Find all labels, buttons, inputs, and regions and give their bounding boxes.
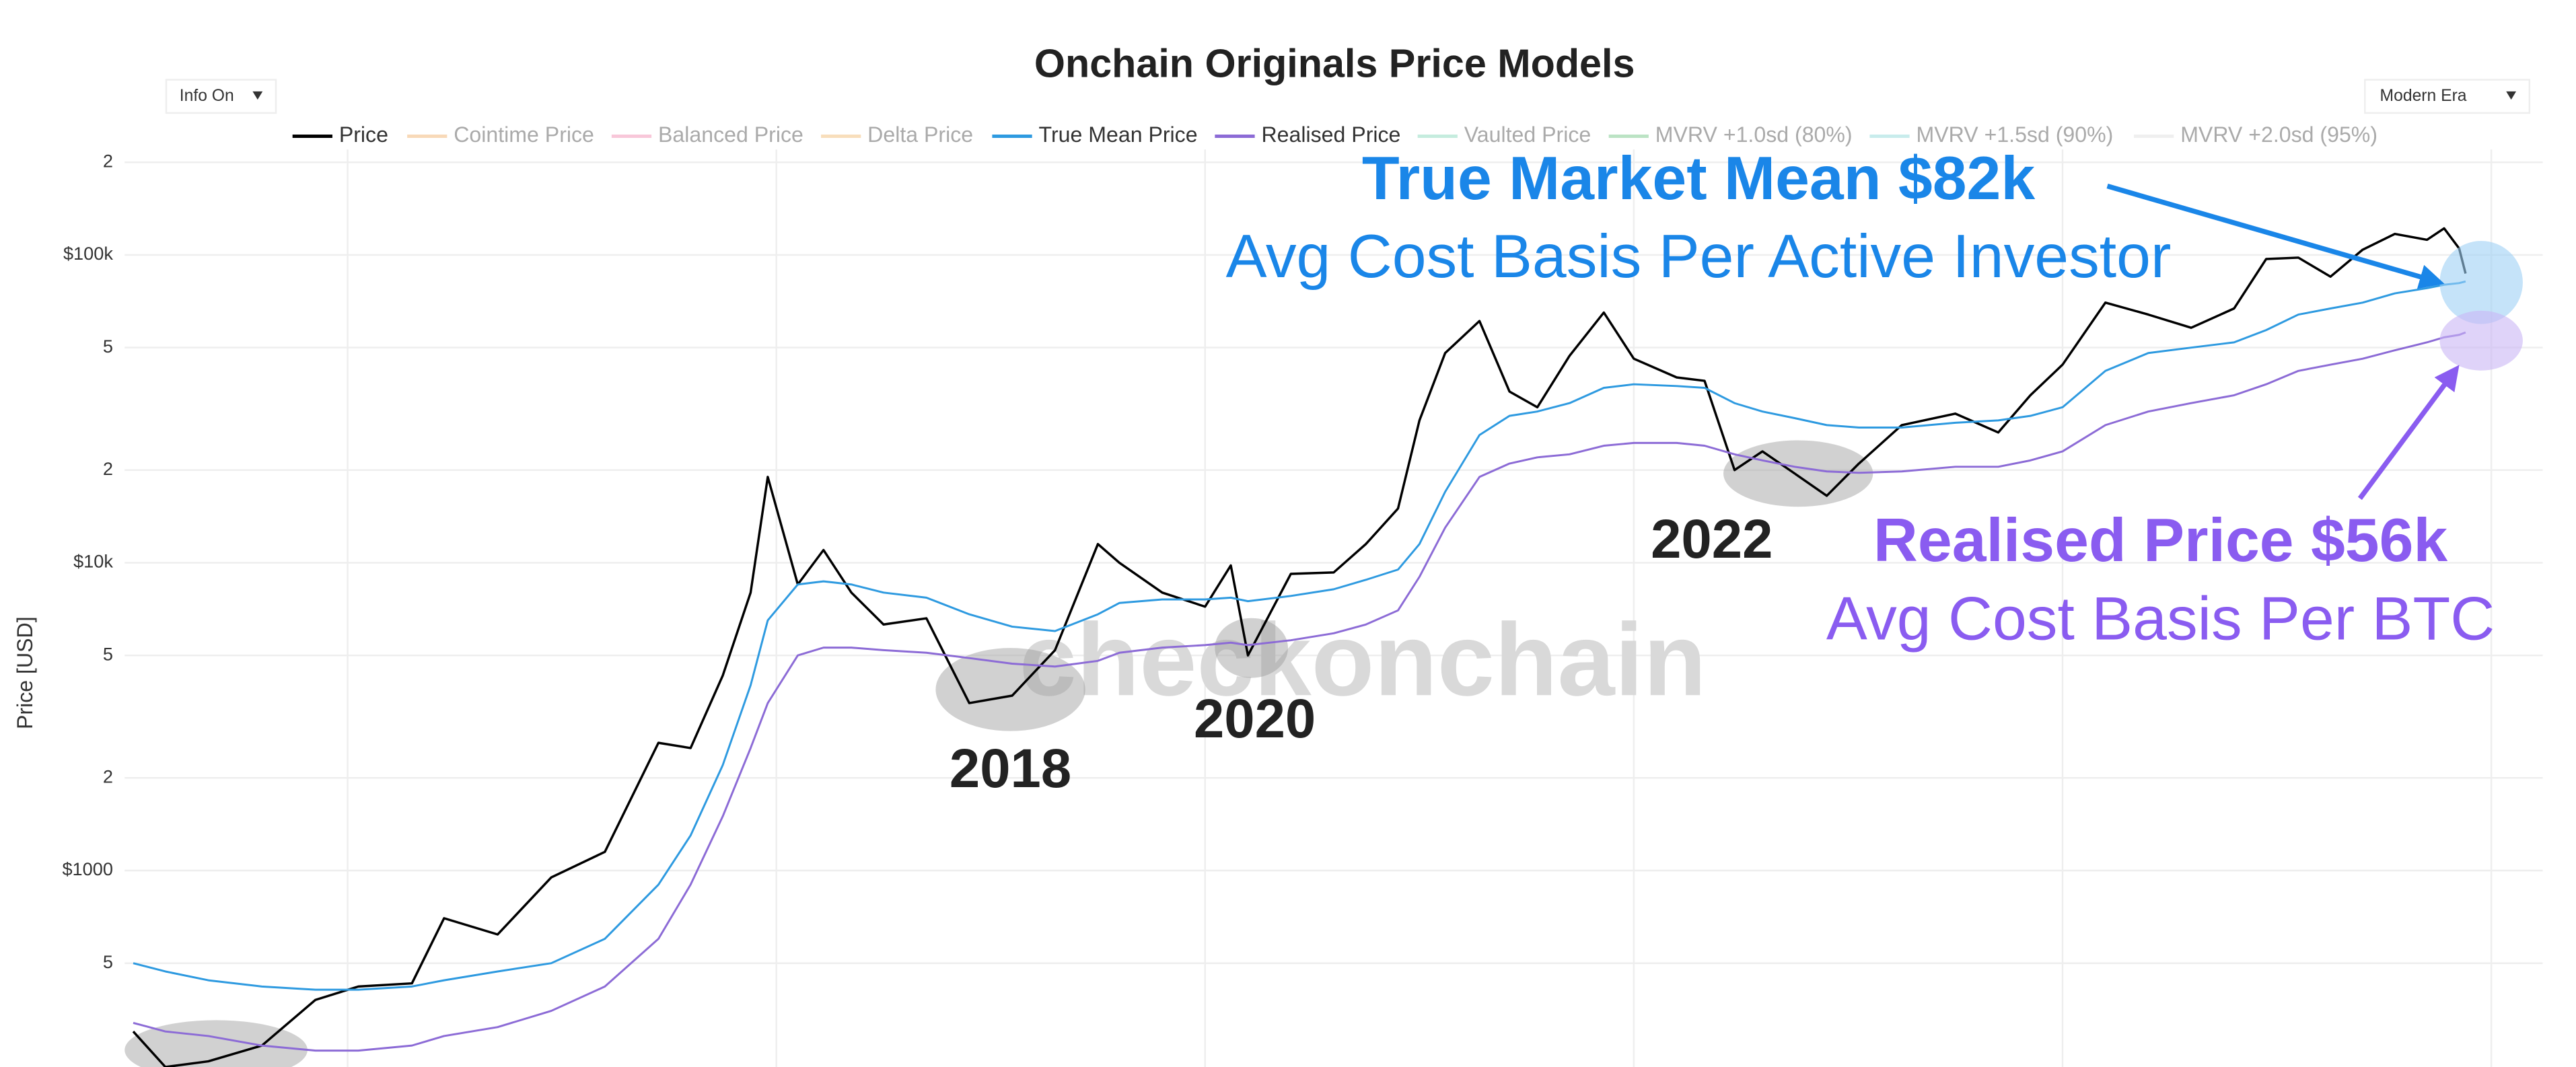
- legend-label[interactable]: MVRV +1.5sd (90%): [1917, 122, 2114, 147]
- legend: Price Cointime Price Balanced Price Delta P…: [292, 122, 2377, 147]
- y-tick-label: 2: [103, 458, 113, 479]
- annotation: True Market Mean $82k: [1362, 144, 2036, 213]
- legend-label[interactable]: Vaulted Price: [1464, 122, 1591, 147]
- series-line: [133, 280, 2466, 991]
- highlight: [1723, 440, 1873, 507]
- legend-label[interactable]: Balanced Price: [658, 122, 803, 147]
- plot: [132, 227, 2467, 1067]
- legend-label[interactable]: Delta Price: [867, 122, 973, 147]
- legend-label[interactable]: MVRV +2.0sd (95%): [2180, 122, 2377, 147]
- annotation: Avg Cost Basis Per BTC: [1826, 584, 2495, 653]
- arrow: [2106, 184, 2445, 289]
- dropdown-label[interactable]: Modern Era: [2380, 87, 2467, 105]
- legend-label[interactable]: True Mean Price: [1039, 122, 1198, 147]
- annotation: Realised Price $56k: [1873, 506, 2447, 575]
- legend-label[interactable]: Realised Price: [1261, 122, 1400, 147]
- chart-title: Onchain Originals Price Models: [1034, 40, 1635, 85]
- series-line: [133, 331, 2466, 1052]
- year-annotation: 2018: [950, 738, 1071, 799]
- year-annotation: 2020: [1194, 688, 1316, 749]
- y-tick-label: 5: [103, 336, 113, 357]
- legend-label[interactable]: MVRV +1.0sd (80%): [1655, 122, 1853, 147]
- annotation: Avg Cost Basis Per Active Investor: [1226, 222, 2172, 291]
- watermark: checkonchain: [1019, 602, 1707, 717]
- y-axis-label: Price [USD]: [13, 616, 37, 729]
- y-tick-label: $100k: [63, 243, 113, 264]
- y-tick-label: $10k: [73, 551, 113, 572]
- highlight: [935, 648, 1085, 731]
- info-dropdown[interactable]: Info On: [165, 79, 277, 114]
- y-tick-label: $1000: [62, 858, 113, 879]
- y-tick-label: 2: [103, 766, 113, 786]
- legend-label[interactable]: Cointime Price: [454, 122, 594, 147]
- arrow: [2357, 365, 2460, 501]
- legend-label[interactable]: Price: [339, 122, 388, 147]
- series-line: [132, 227, 2467, 1067]
- dropdown-label[interactable]: Info On: [180, 87, 234, 105]
- y-tick-label: 5: [103, 643, 113, 664]
- y-tick-label: 2: [103, 150, 113, 171]
- highlight: [2439, 310, 2523, 371]
- grid: [124, 149, 2543, 1067]
- highlight: [2439, 241, 2523, 324]
- era-dropdown[interactable]: Modern Era: [2364, 79, 2531, 114]
- y-tick-label: 5: [103, 951, 113, 972]
- year-annotation: 2022: [1651, 509, 1773, 570]
